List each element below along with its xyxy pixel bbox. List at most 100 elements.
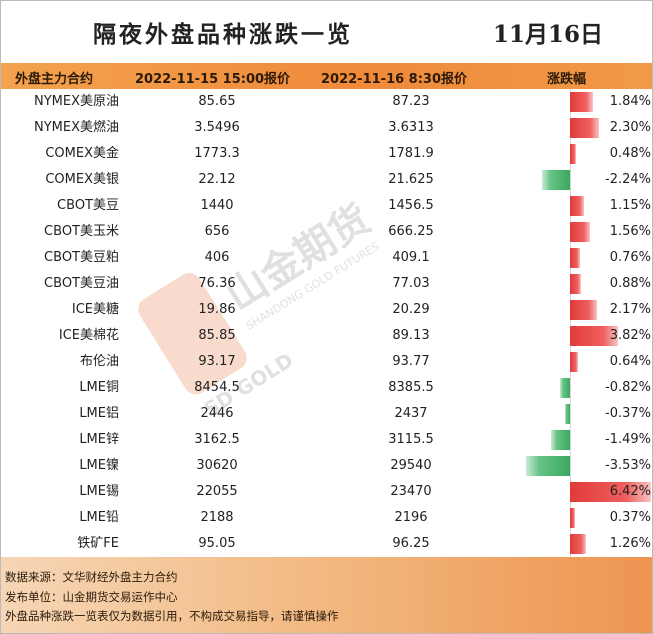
header-contract: 外盘主力合约 bbox=[15, 72, 94, 87]
table-row: COMEX美金 1773.3 1781.9 0.48% bbox=[1, 141, 652, 167]
header-price-1: 2022-11-15 15:00报价 bbox=[135, 72, 291, 87]
price-current: 93.77 bbox=[392, 354, 430, 369]
price-previous: 2188 bbox=[200, 510, 234, 525]
table-row: LME铝 2446 2437 -0.37% bbox=[1, 401, 652, 427]
price-current: 87.23 bbox=[392, 94, 430, 109]
header-price-2: 2022-11-16 8:30报价 bbox=[321, 72, 468, 87]
contract-name: NYMEX美原油 bbox=[33, 94, 119, 109]
price-previous: 30620 bbox=[196, 458, 238, 473]
change-percent: 0.76% bbox=[609, 250, 651, 265]
change-percent: -1.49% bbox=[605, 432, 651, 447]
price-current: 96.25 bbox=[392, 536, 430, 551]
price-previous: 406 bbox=[204, 250, 230, 265]
contract-name: COMEX美金 bbox=[45, 146, 119, 161]
contract-name: ICE美糖 bbox=[71, 302, 119, 317]
contract-name: CBOT美豆油 bbox=[44, 276, 119, 291]
price-current: 2437 bbox=[394, 406, 428, 421]
change-bar bbox=[570, 300, 598, 320]
change-bar bbox=[541, 170, 570, 190]
table-row: LME锡 22055 23470 6.42% bbox=[1, 479, 652, 505]
zero-axis bbox=[570, 89, 571, 557]
price-current: 1456.5 bbox=[388, 198, 434, 213]
change-percent: 0.88% bbox=[609, 276, 651, 291]
table-body: NYMEX美原油 85.65 87.23 1.84% NYMEX美燃油 3.5496 3.6… bbox=[1, 89, 652, 557]
change-bar bbox=[570, 248, 580, 268]
change-percent: 2.30% bbox=[609, 120, 651, 135]
table-header: 外盘主力合约 2022-11-15 15:00报价 2022-11-16 8:3… bbox=[1, 63, 652, 89]
price-previous: 93.17 bbox=[198, 354, 236, 369]
contract-name: 铁矿FE bbox=[77, 536, 119, 551]
table-row: 铁矿FE 95.05 96.25 1.26% bbox=[1, 531, 652, 557]
footer: 数据来源：文华财经外盘主力合约 发布单位：山金期货交易运作中心 外盘品种涨跌一览… bbox=[1, 557, 652, 633]
price-previous: 2446 bbox=[200, 406, 234, 421]
change-percent: 2.17% bbox=[609, 302, 651, 317]
table-row: NYMEX美燃油 3.5496 3.6313 2.30% bbox=[1, 115, 652, 141]
change-bar bbox=[525, 456, 570, 476]
price-current: 20.29 bbox=[392, 302, 430, 317]
price-current: 23470 bbox=[390, 484, 432, 499]
price-previous: 76.36 bbox=[198, 276, 236, 291]
price-current: 2196 bbox=[394, 510, 428, 525]
change-bar bbox=[570, 482, 651, 502]
price-current: 666.25 bbox=[388, 224, 434, 239]
price-current: 3.6313 bbox=[388, 120, 434, 135]
change-bar bbox=[570, 534, 586, 554]
table-row: CBOT美豆 1440 1456.5 1.15% bbox=[1, 193, 652, 219]
change-percent: 0.48% bbox=[609, 146, 651, 161]
contract-name: LME锌 bbox=[79, 432, 119, 447]
header-change: 涨跌幅 bbox=[547, 72, 587, 87]
table-row: LME镍 30620 29540 -3.53% bbox=[1, 453, 652, 479]
price-current: 3115.5 bbox=[388, 432, 434, 447]
change-percent: 3.82% bbox=[609, 328, 651, 343]
price-current: 409.1 bbox=[392, 250, 430, 265]
change-bar bbox=[559, 378, 570, 398]
date-label: 11月16日 bbox=[493, 21, 604, 48]
price-current: 1781.9 bbox=[388, 146, 434, 161]
contract-name: LME铜 bbox=[79, 380, 119, 395]
change-percent: -2.24% bbox=[605, 172, 651, 187]
change-percent: 6.42% bbox=[609, 484, 651, 499]
price-previous: 3.5496 bbox=[194, 120, 240, 135]
price-previous: 8454.5 bbox=[194, 380, 240, 395]
contract-name: 布伦油 bbox=[79, 354, 119, 369]
change-percent: 1.84% bbox=[609, 94, 651, 109]
price-current: 77.03 bbox=[392, 276, 430, 291]
price-previous: 95.05 bbox=[198, 536, 236, 551]
change-percent: -0.82% bbox=[605, 380, 651, 395]
change-bar bbox=[570, 92, 594, 112]
change-percent: 0.64% bbox=[609, 354, 651, 369]
change-percent: 0.37% bbox=[609, 510, 651, 525]
footer-disclaimer: 外盘品种涨跌一览表仅为数据引用，不构成交易指导，请谨慎操作 bbox=[5, 609, 339, 623]
change-percent: 1.56% bbox=[609, 224, 651, 239]
contract-name: ICE美棉花 bbox=[58, 328, 119, 343]
price-previous: 85.65 bbox=[198, 94, 236, 109]
price-current: 89.13 bbox=[392, 328, 430, 343]
change-bar bbox=[570, 144, 577, 164]
footer-source: 数据来源：文华财经外盘主力合约 bbox=[5, 570, 178, 584]
change-bar bbox=[551, 430, 570, 450]
change-bar bbox=[570, 352, 579, 372]
change-bar bbox=[570, 118, 599, 138]
price-previous: 656 bbox=[204, 224, 230, 239]
change-bar bbox=[570, 326, 619, 346]
contract-name: NYMEX美燃油 bbox=[33, 120, 119, 135]
price-previous: 22.12 bbox=[198, 172, 236, 187]
contract-name: LME铅 bbox=[79, 510, 119, 525]
price-previous: 22055 bbox=[196, 484, 238, 499]
table-row: COMEX美银 22.12 21.625 -2.24% bbox=[1, 167, 652, 193]
change-percent: -0.37% bbox=[605, 406, 651, 421]
table-row: CBOT美豆粕 406 409.1 0.76% bbox=[1, 245, 652, 271]
change-bar bbox=[570, 508, 575, 528]
change-percent: 1.26% bbox=[609, 536, 651, 551]
change-bar bbox=[565, 404, 570, 424]
contract-name: LME锡 bbox=[79, 484, 119, 499]
price-previous: 3162.5 bbox=[194, 432, 240, 447]
table-row: LME铜 8454.5 8385.5 -0.82% bbox=[1, 375, 652, 401]
price-previous: 19.86 bbox=[198, 302, 236, 317]
title-bar: 隔夜外盘品种涨跌一览 11月16日 bbox=[1, 1, 652, 63]
change-bar bbox=[570, 222, 590, 242]
change-percent: -3.53% bbox=[605, 458, 651, 473]
contract-name: CBOT美玉米 bbox=[44, 224, 119, 239]
change-bar bbox=[570, 196, 585, 216]
